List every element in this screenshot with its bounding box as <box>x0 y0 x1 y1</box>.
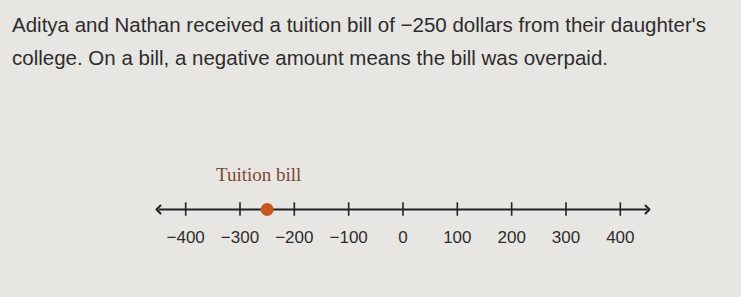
svg-text:100: 100 <box>443 228 471 247</box>
svg-text:−300: −300 <box>221 228 259 247</box>
html-text:Tuition bill: Tuition bill <box>216 164 302 185</box>
svg-text:−200: −200 <box>275 228 313 247</box>
svg-text:0: 0 <box>398 228 407 247</box>
svg-text:400: 400 <box>606 228 634 247</box>
html-text:Aditya and Nathan received a t: Aditya and Nathan received a tuition bil… <box>12 13 706 69</box>
svg-text:300: 300 <box>552 228 580 247</box>
svg-text:−400: −400 <box>167 228 205 247</box>
svg-text:−100: −100 <box>330 228 368 247</box>
svg-text:200: 200 <box>497 228 525 247</box>
